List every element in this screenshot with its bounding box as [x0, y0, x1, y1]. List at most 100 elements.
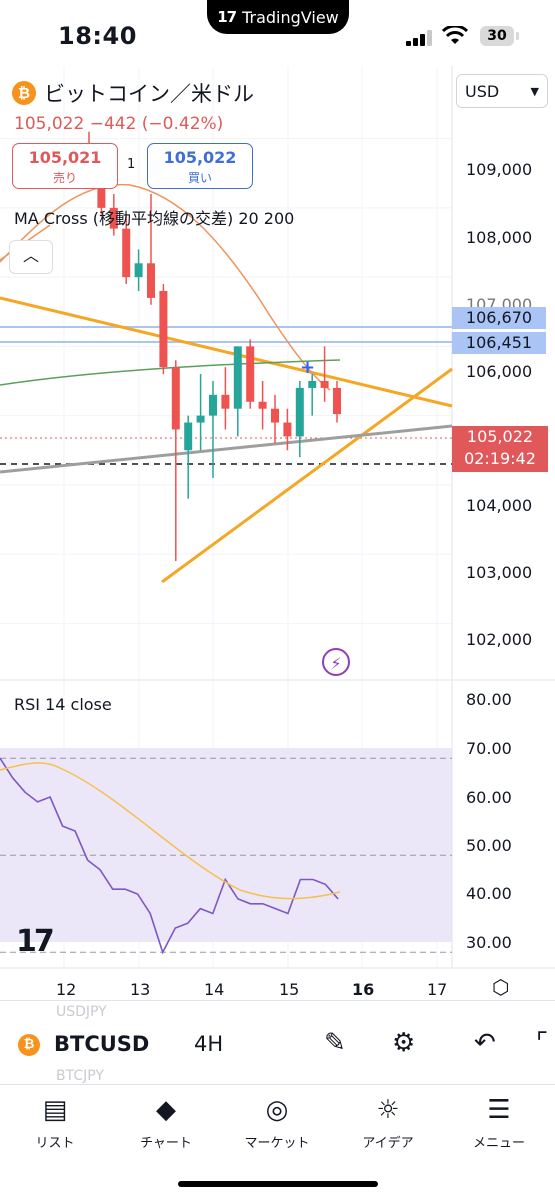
- nav-item-ideas[interactable]: ☼ アイデア: [333, 1092, 443, 1151]
- cross-marker-icon: +: [300, 357, 315, 378]
- nav-label: メニュー: [472, 1136, 525, 1151]
- fullscreen-icon[interactable]: ⌜: [536, 1028, 549, 1058]
- currency-select[interactable]: USD ▼: [456, 74, 548, 108]
- lightbulb-icon: ☼: [376, 1095, 400, 1125]
- buy-label: 買い: [187, 171, 212, 185]
- sell-button[interactable]: 105,021 売り: [12, 143, 118, 189]
- level-tag-2[interactable]: 106,451: [452, 332, 546, 354]
- level-tag-1[interactable]: 106,670: [452, 307, 546, 329]
- nav-item-markets[interactable]: ◎ マーケット: [222, 1092, 332, 1151]
- candle-body: [147, 263, 155, 298]
- candle-body: [196, 415, 205, 423]
- tradingview-logo-icon: 𝟭𝟳: [217, 8, 237, 26]
- rsi-ma-line: [0, 762, 341, 900]
- status-time: 18:40: [58, 22, 137, 50]
- ma-slow-line: [0, 359, 341, 386]
- battery-cap: [516, 32, 519, 40]
- instrument-name: ビットコイン／米ドル: [44, 82, 254, 106]
- tradingview-watermark-icon: 𝟭𝟳: [16, 924, 55, 959]
- rsi-band: [0, 748, 452, 942]
- rsi-label[interactable]: RSI 14 close: [14, 695, 112, 714]
- list-icon: ▤: [42, 1095, 68, 1125]
- candle-body: [97, 173, 106, 208]
- candle-body: [320, 381, 329, 388]
- rsi-axis-label: 40.00: [466, 884, 512, 903]
- trendline-upper[interactable]: [0, 296, 453, 408]
- price-label: 106,000: [466, 362, 533, 381]
- battery-icon: 30: [480, 26, 514, 46]
- candle-body: [246, 346, 255, 402]
- symbol-button[interactable]: BTCUSD: [54, 1032, 150, 1056]
- price-label: 102,000: [466, 630, 533, 649]
- chevron-up-icon[interactable]: ︿: [9, 240, 53, 274]
- indicator-label[interactable]: MA Cross (移動平均線の交差) 20 200: [14, 209, 295, 228]
- ghost-symbol-top: USDJPY: [56, 1004, 107, 1020]
- bitcoin-icon: ₿: [12, 81, 36, 105]
- candle-body: [209, 394, 217, 416]
- price-label: 109,000: [466, 160, 533, 179]
- home-indicator: [178, 1181, 378, 1187]
- rsi-layer: [0, 757, 452, 955]
- compass-icon: ◎: [265, 1095, 289, 1125]
- toolbar-divider: [0, 1000, 555, 1001]
- nav-item-chart[interactable]: ◆ チャート: [111, 1092, 221, 1151]
- date-label: 13: [130, 980, 151, 999]
- trendline-lower[interactable]: [161, 367, 453, 584]
- chevron-down-icon: ▼: [530, 85, 539, 98]
- candle-body: [109, 207, 118, 229]
- candle-body: [308, 381, 317, 388]
- date-label: 12: [56, 980, 77, 999]
- last-price-tag: 105,022 02:19:42: [452, 426, 548, 472]
- chart-icon: ◆: [156, 1095, 176, 1125]
- buy-button[interactable]: 105,022 買い: [147, 143, 253, 189]
- price-label: 108,000: [466, 228, 533, 247]
- price-chart[interactable]: +: [0, 66, 555, 1000]
- currency-value: USD: [465, 82, 500, 101]
- sliders-icon[interactable]: ⚙: [392, 1028, 416, 1058]
- candle-body: [134, 263, 143, 278]
- candle-body: [258, 401, 267, 409]
- rsi-axis-label: 50.00: [466, 836, 512, 855]
- candle-body: [283, 422, 292, 437]
- signal-icon: [406, 30, 432, 46]
- app-name: TradingView: [242, 7, 339, 27]
- rsi-axis-label: 30.00: [466, 933, 512, 952]
- candle-body: [295, 387, 304, 437]
- candle-body: [333, 387, 341, 415]
- date-label: 16: [352, 980, 375, 999]
- nav-label: リスト: [35, 1136, 75, 1151]
- rsi-line: [0, 757, 339, 955]
- price-label: 104,000: [466, 496, 533, 515]
- settings-icon[interactable]: ⬡: [492, 975, 510, 999]
- pen-icon[interactable]: ✎: [324, 1028, 346, 1058]
- candle-body: [171, 367, 180, 430]
- date-label: 15: [279, 980, 300, 999]
- ghost-symbol-bottom: BTCJPY: [56, 1068, 104, 1084]
- nav-divider: [0, 1084, 555, 1085]
- price-change: 105,022 −442 (−0.42%): [14, 114, 224, 134]
- candle-body: [159, 290, 168, 368]
- undo-icon[interactable]: ↶: [474, 1028, 496, 1058]
- nav-item-menu[interactable]: ☰ メニュー: [444, 1092, 554, 1151]
- nav-label: アイデア: [362, 1136, 414, 1151]
- trendline-gray[interactable]: [0, 424, 453, 474]
- nav-label: チャート: [140, 1136, 192, 1151]
- interval-button[interactable]: 4H: [194, 1032, 224, 1056]
- candles-layer: [85, 131, 341, 562]
- rsi-axis-label: 70.00: [466, 739, 512, 758]
- rsi-axis-label: 80.00: [466, 690, 512, 709]
- wifi-icon: [442, 26, 468, 44]
- date-label: 17: [427, 980, 448, 999]
- nav-label: マーケット: [244, 1136, 310, 1151]
- bar-countdown: 02:19:42: [464, 449, 536, 468]
- symbol-header[interactable]: ₿ ビットコイン／米ドル: [12, 78, 254, 108]
- sell-price: 105,021: [28, 148, 102, 167]
- spread-value: 1: [127, 157, 136, 172]
- lightning-icon[interactable]: ⚡: [322, 648, 350, 676]
- dynamic-island: 𝟭𝟳 TradingView: [207, 0, 349, 34]
- bitcoin-icon: ₿: [18, 1034, 40, 1056]
- ma-fast-line: [0, 183, 331, 391]
- nav-item-list[interactable]: ▤ リスト: [0, 1092, 110, 1151]
- candle-body: [122, 228, 131, 278]
- price-label: 103,000: [466, 563, 533, 582]
